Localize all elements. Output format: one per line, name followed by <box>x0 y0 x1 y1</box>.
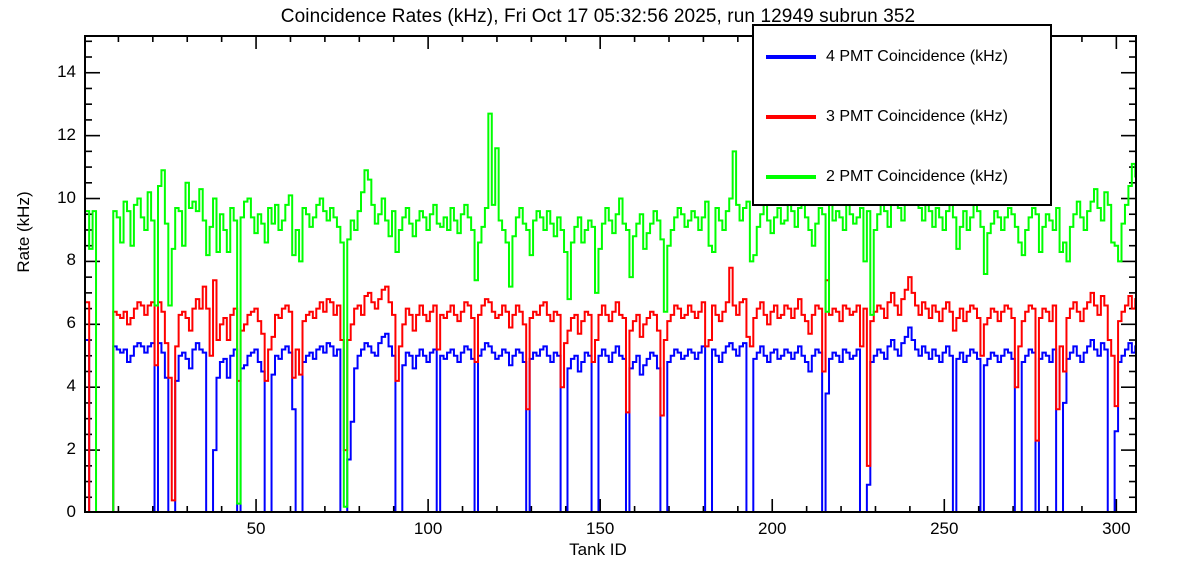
x-tick-label: 50 <box>246 519 266 538</box>
legend-color-swatch <box>766 175 816 179</box>
series-line-2 <box>85 266 1137 513</box>
series-line-1 <box>85 326 1137 513</box>
y-tick-label: 6 <box>66 313 76 333</box>
legend-item-1[interactable]: 4 PMT Coincidence (kHz) <box>754 44 1054 70</box>
y-tick-label: 12 <box>57 124 76 144</box>
legend-color-swatch <box>766 55 816 59</box>
chart-title: Coincidence Rates (kHz), Fri Oct 17 05:3… <box>280 6 916 27</box>
chart-legend: 4 PMT Coincidence (kHz) 3 PMT Coincidence… <box>752 24 1052 206</box>
x-tick-label: 300 <box>1102 519 1131 538</box>
legend-color-swatch <box>766 115 816 119</box>
y-tick-label: 10 <box>57 187 76 207</box>
y-tick-label: 0 <box>66 502 76 521</box>
legend-item-2[interactable]: 3 PMT Coincidence (kHz) <box>754 104 1054 130</box>
y-axis-label: Rate (kHz) <box>14 191 33 273</box>
x-tick-label: 150 <box>585 519 615 538</box>
legend-item-3[interactable]: 2 PMT Coincidence (kHz) <box>754 164 1054 190</box>
x-tick-label: 250 <box>930 519 959 538</box>
legend-label: 2 PMT Coincidence (kHz) <box>826 168 1008 185</box>
y-tick-label: 2 <box>66 439 76 459</box>
x-axis-label: Tank ID <box>569 540 627 559</box>
legend-label: 3 PMT Coincidence (kHz) <box>826 108 1008 125</box>
y-tick-label: 4 <box>66 376 76 396</box>
y-tick-label: 14 <box>57 61 76 81</box>
x-tick-label: 200 <box>758 519 787 538</box>
y-tick-label: 8 <box>66 250 76 270</box>
x-tick-label: 100 <box>413 519 443 538</box>
legend-label: 4 PMT Coincidence (kHz) <box>826 48 1008 65</box>
